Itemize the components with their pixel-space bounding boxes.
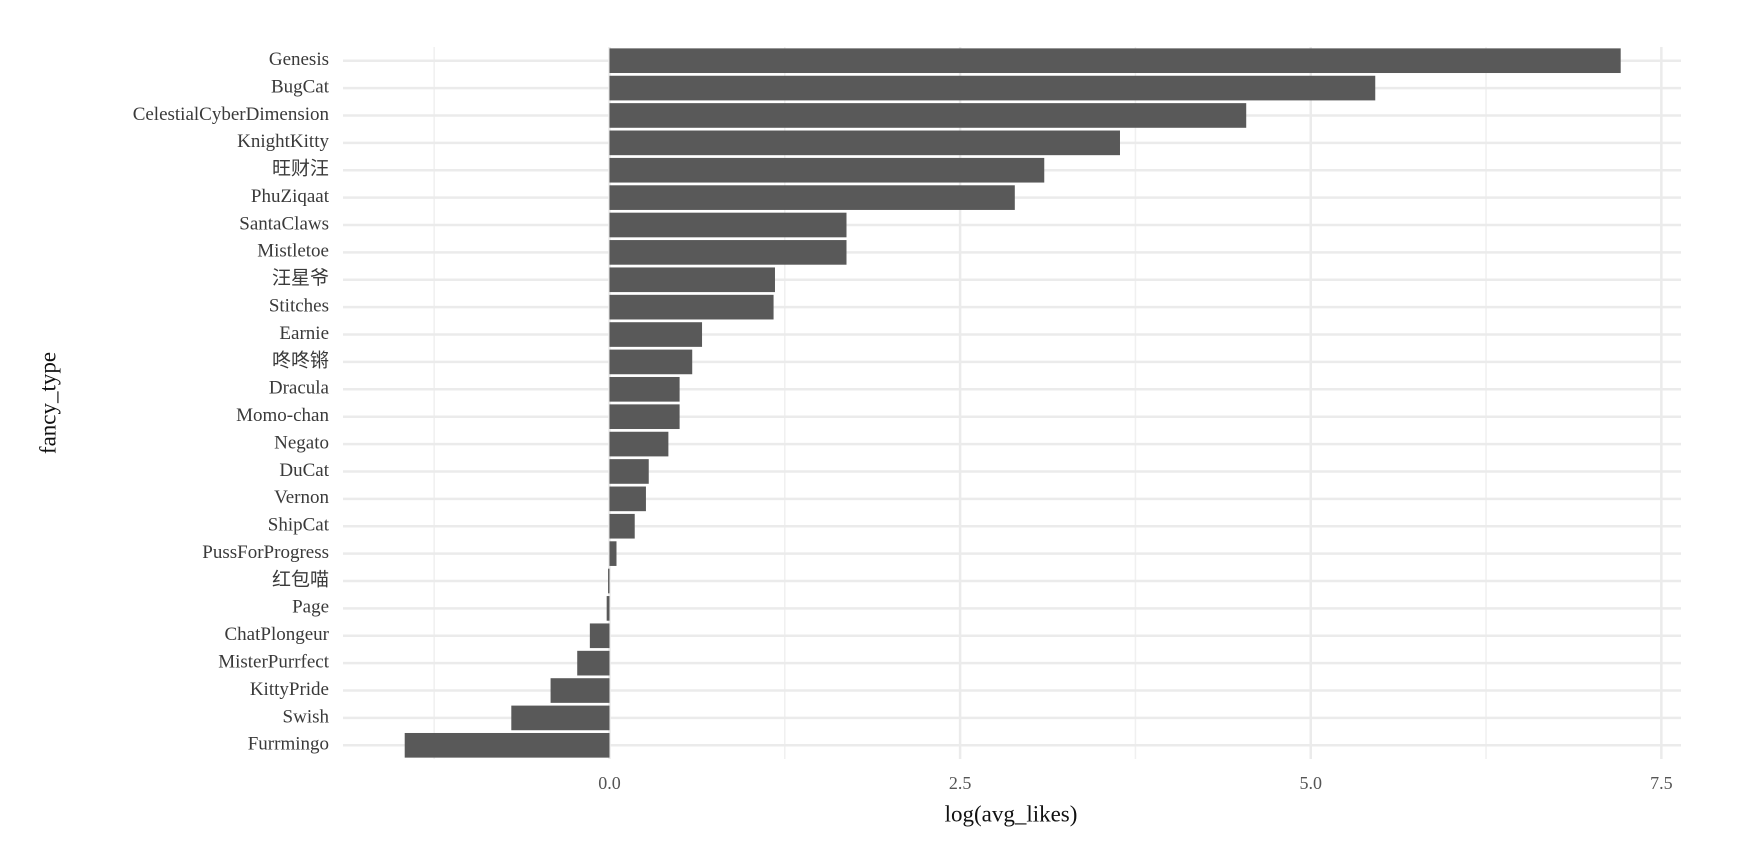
y-tick-label: KnightKitty	[237, 131, 329, 152]
y-tick-label: Page	[292, 597, 329, 618]
bar	[609, 322, 703, 347]
bar	[609, 103, 1247, 128]
y-tick-label: Dracula	[269, 378, 330, 399]
bar	[609, 349, 693, 375]
x-axis-title: log(avg_likes)	[945, 801, 1078, 826]
y-tick-label: 汪星爷	[272, 267, 329, 289]
x-tick-label: 5.0	[1299, 773, 1322, 793]
bar	[609, 486, 646, 512]
y-tick-label: CelestialCyberDimension	[133, 104, 330, 125]
bar	[609, 541, 617, 566]
x-tick-label: 7.5	[1650, 773, 1673, 793]
y-tick-label: KittyPride	[250, 679, 329, 700]
y-tick-label: Earnie	[279, 323, 329, 344]
bar	[609, 267, 775, 293]
y-axis-title: fancy_type	[35, 352, 60, 454]
bar	[550, 678, 610, 703]
bar	[577, 650, 610, 676]
bar	[609, 376, 680, 402]
y-tick-label: Genesis	[269, 49, 329, 70]
bar	[589, 623, 610, 649]
y-tick-label: Vernon	[274, 487, 329, 508]
y-tick-label: Furrmingo	[248, 734, 329, 755]
bar	[609, 212, 847, 238]
bar	[609, 185, 1015, 210]
bar	[404, 732, 610, 758]
y-tick-label: MisterPurrfect	[218, 652, 330, 673]
y-tick-label: PussForProgress	[202, 542, 329, 563]
y-tick-label: ChatPlongeur	[225, 624, 330, 645]
bar	[609, 431, 669, 457]
y-tick-label: Momo-chan	[236, 405, 329, 426]
bar	[609, 459, 649, 484]
y-tick-label: PhuZiqaat	[251, 186, 330, 207]
y-tick-label: 红包喵	[272, 568, 329, 590]
bar	[511, 705, 610, 731]
y-tick-label: 旺财汪	[272, 158, 329, 180]
y-tick-label: 咚咚锵	[272, 349, 329, 371]
y-tick-label: SantaClaws	[239, 213, 329, 234]
bar	[608, 568, 610, 594]
y-tick-label: Swish	[283, 706, 330, 727]
bar	[609, 294, 774, 320]
bar	[609, 240, 847, 265]
x-tick-label: 2.5	[949, 773, 972, 793]
y-tick-label: ShipCat	[268, 515, 330, 536]
bar	[606, 596, 610, 621]
y-tick-label: Stitches	[269, 296, 329, 317]
bar	[609, 157, 1045, 183]
y-tick-label: Mistletoe	[257, 241, 329, 262]
bar	[609, 48, 1621, 74]
bar	[609, 513, 635, 539]
y-tick-label: BugCat	[271, 76, 330, 97]
bar	[609, 404, 680, 430]
bar	[609, 75, 1376, 101]
bar	[609, 130, 1120, 156]
x-tick-label: 0.0	[598, 773, 621, 793]
y-tick-label: Negato	[274, 432, 329, 453]
y-tick-label: DuCat	[279, 460, 329, 481]
